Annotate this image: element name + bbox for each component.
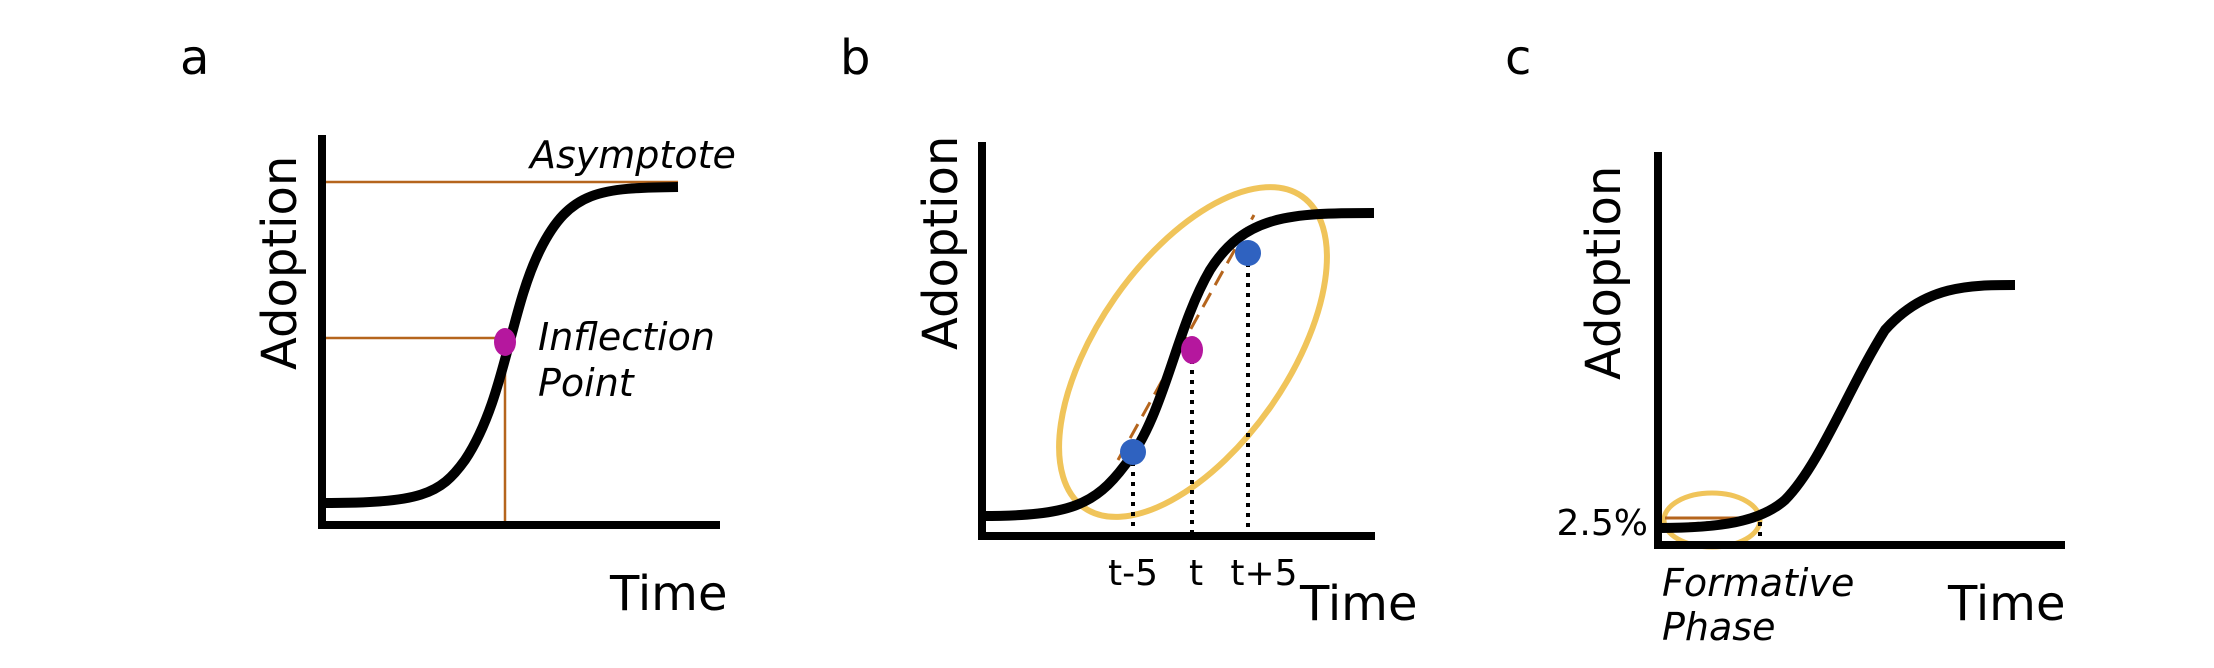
inflection-label-line2: Point xyxy=(538,361,636,405)
panel-b-y-axis-title: Adoption xyxy=(913,136,969,350)
axes xyxy=(1654,152,2065,549)
adoption-curve xyxy=(981,208,1375,521)
window-end-point xyxy=(1235,240,1261,266)
formative-phase-label-line1: Formative xyxy=(1662,561,1854,605)
threshold-label: 2.5% xyxy=(1557,503,1648,544)
panel-a: a Asymptote Inflection Point Time Adopti… xyxy=(180,30,736,622)
inflection-point-marker xyxy=(1181,336,1203,364)
panel-c: c 2.5% Formative Phase Time Adoption xyxy=(1505,30,2065,649)
panel-c-x-axis-title: Time xyxy=(1947,576,2065,632)
axes xyxy=(318,135,720,529)
tick-label-t: t xyxy=(1189,553,1203,594)
panel-c-y-axis-title: Adoption xyxy=(1576,166,1632,380)
panel-a-letter: a xyxy=(180,30,209,86)
inflection-label-line1: Inflection xyxy=(538,315,715,359)
window-start-point xyxy=(1120,439,1146,465)
panel-b-letter: b xyxy=(840,30,870,86)
panel-a-y-axis-title: Adoption xyxy=(252,156,308,370)
panel-b: b t-5 t t+5 Time Adoption xyxy=(840,30,1417,632)
asymptote-label: Asymptote xyxy=(527,133,736,177)
panel-c-letter: c xyxy=(1505,30,1531,86)
formative-phase-label-line2: Phase xyxy=(1662,605,1775,649)
panel-a-x-axis-title: Time xyxy=(609,566,727,622)
window-ellipse xyxy=(1056,184,1330,520)
inflection-point-marker xyxy=(494,328,516,356)
tick-label-t-plus-5: t+5 xyxy=(1230,553,1297,594)
adoption-curve xyxy=(1657,280,2016,533)
tick-label-t-minus-5: t-5 xyxy=(1108,553,1158,594)
axes xyxy=(978,142,1375,540)
panel-b-x-axis-title: Time xyxy=(1299,576,1417,632)
